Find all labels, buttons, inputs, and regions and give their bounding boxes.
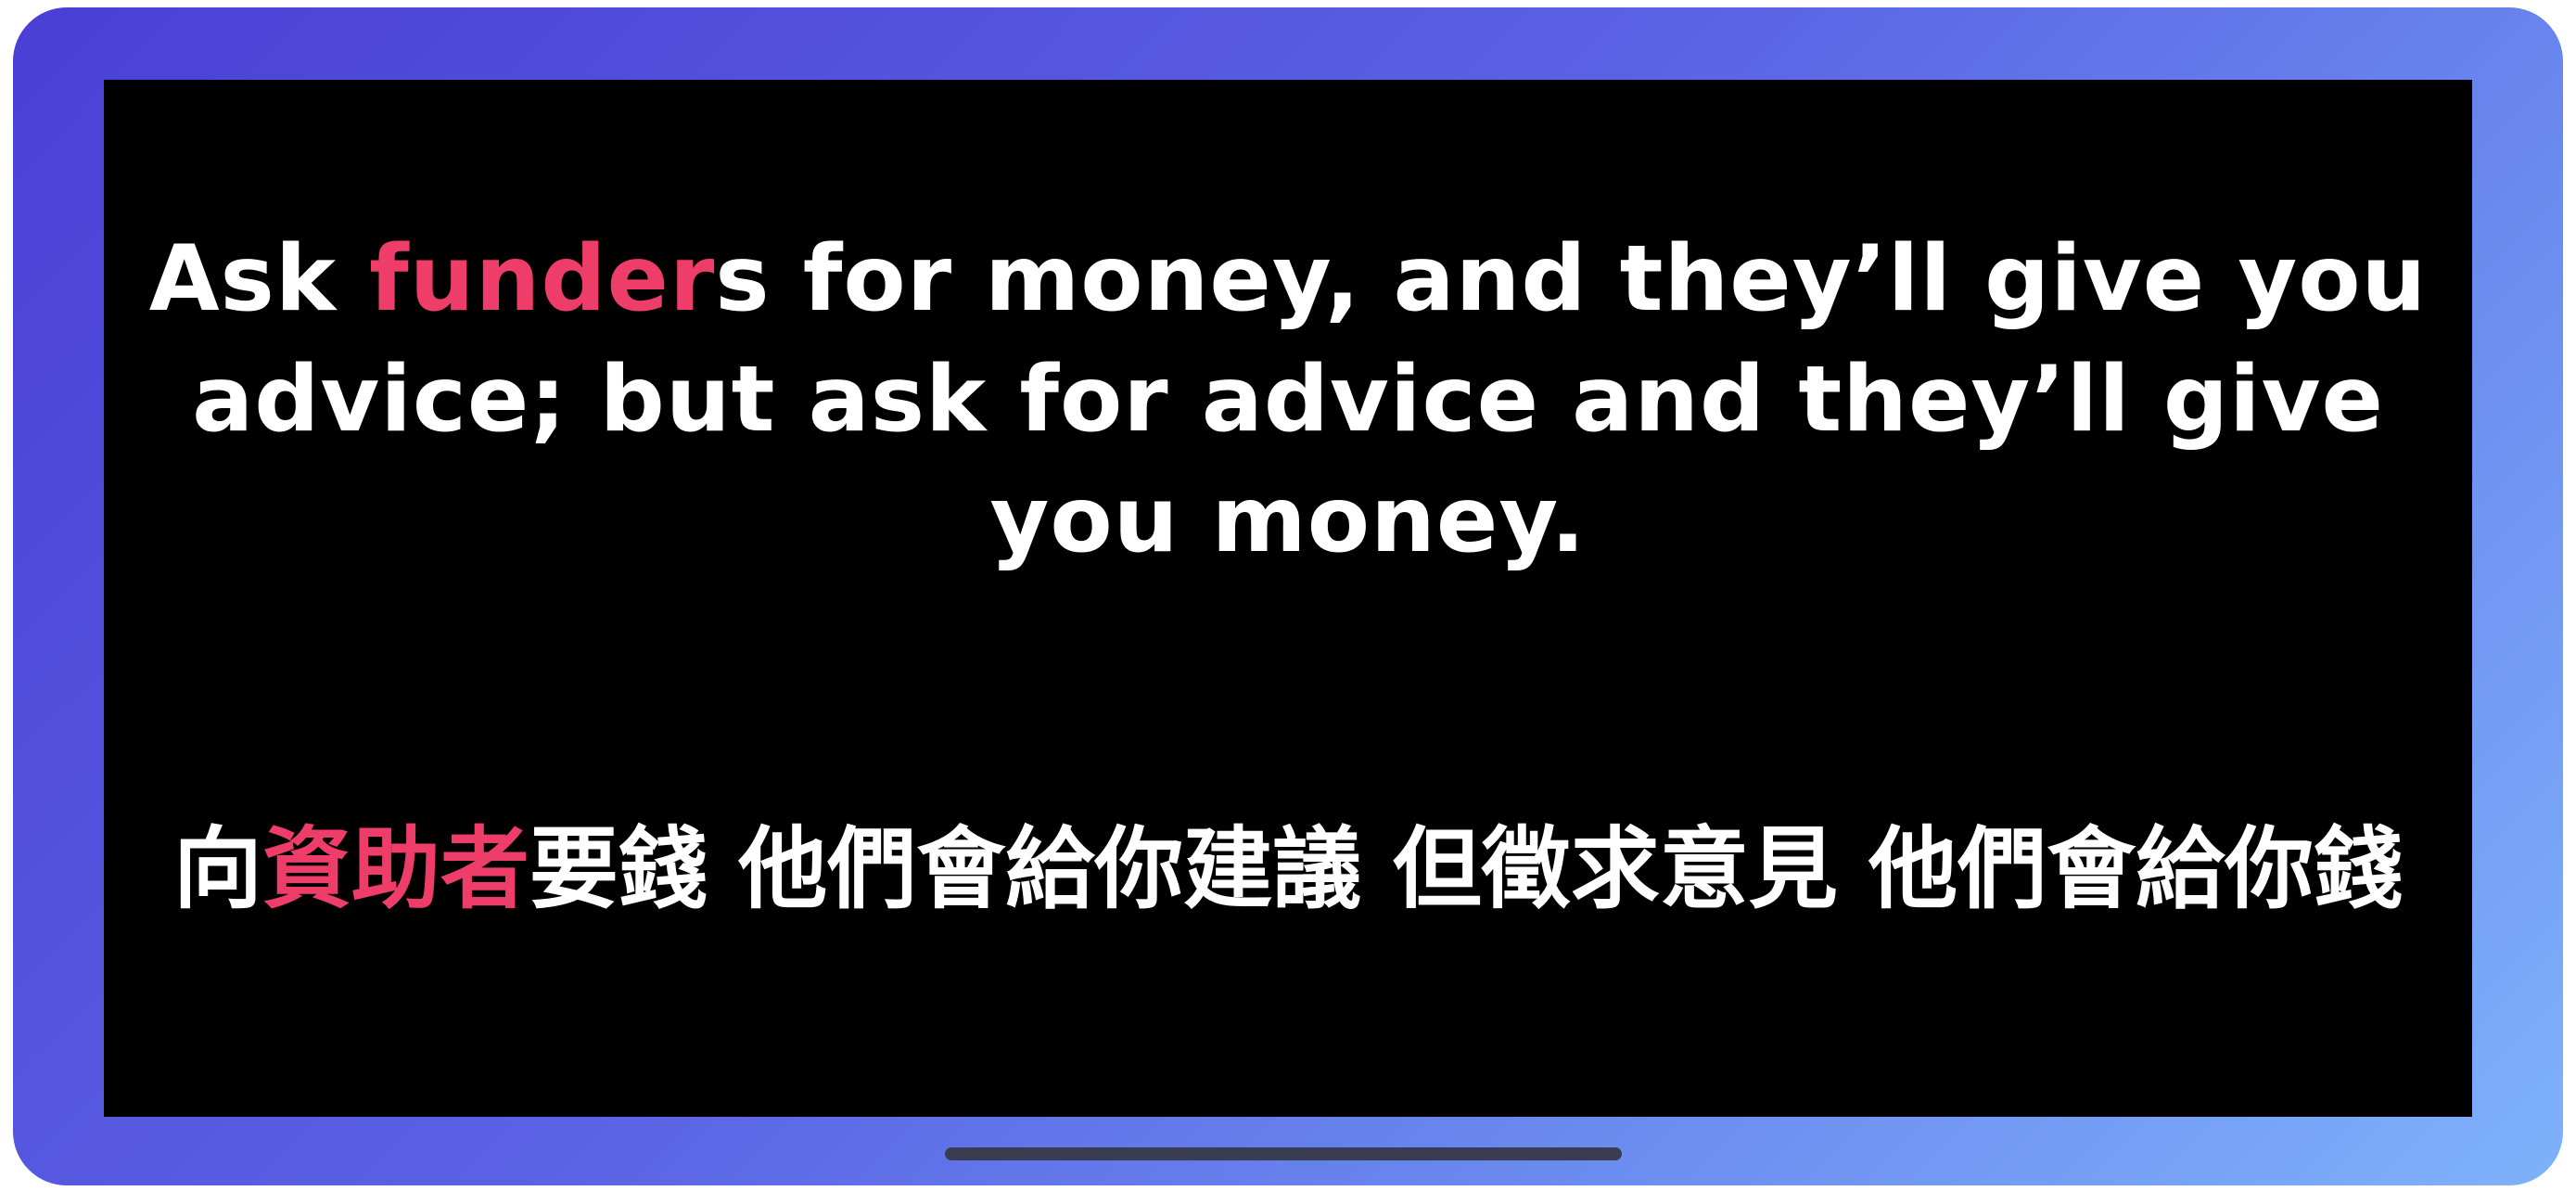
home-indicator[interactable] — [945, 1147, 1622, 1160]
english-quote-highlight: funder — [369, 226, 716, 332]
english-quote-rest: s for money, and they’ll give you advice… — [192, 226, 2428, 573]
slide-screen: Ask funders for money, and they’ll give … — [104, 80, 2472, 1117]
chinese-quote: 向資助者要錢 他們會給你建議 但徵求意見 他們會給你錢 — [159, 803, 2417, 935]
device-frame: Ask funders for money, and they’ll give … — [13, 7, 2563, 1185]
chinese-quote-start: 向 — [172, 817, 262, 921]
chinese-quote-highlight: 資助者 — [261, 817, 529, 921]
chinese-quote-rest: 要錢 他們會給你建議 但徵求意見 他們會給你錢 — [529, 817, 2404, 921]
english-quote-start: Ask — [148, 226, 370, 332]
english-quote: Ask funders for money, and they’ll give … — [141, 219, 2435, 581]
